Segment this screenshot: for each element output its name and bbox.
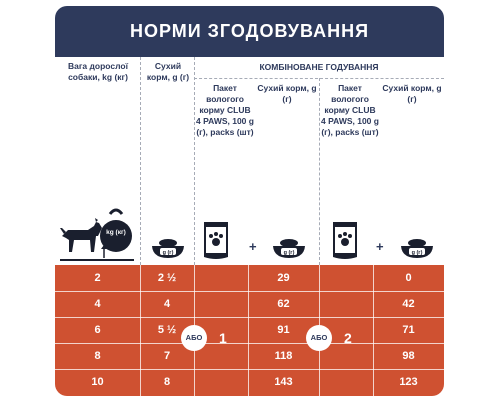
pouch-icon (204, 222, 228, 259)
cell-combo2-dry: 42 (402, 298, 415, 310)
feeding-table-card: НОРМИ ЗГОДОВУВАННЯ Вага дорослої собаки,… (55, 6, 444, 396)
pack-count-2: 2 (344, 330, 352, 346)
header-weight: Вага дорослої собаки, kg (кг) (68, 61, 128, 82)
cell-weight: 8 (94, 350, 101, 362)
header-dry: Сухий корм, g (г) (146, 61, 190, 82)
divider (194, 57, 195, 265)
header-wet-pack-2: Пакет вологого корму CLUB 4 PAWS, 100 g … (321, 83, 379, 137)
row-divider (55, 369, 444, 370)
cell-combo1-dry: 29 (277, 272, 290, 284)
header-combined: КОМБІНОВАНЕ ГОДУВАННЯ (259, 62, 379, 72)
title-bar (55, 6, 444, 57)
or-badge: АБО (306, 325, 332, 351)
cell-combo1-dry: 143 (274, 376, 293, 388)
cell-combo2-dry: 0 (405, 272, 412, 284)
header-dry-1: Сухий корм, g (г) (257, 83, 317, 104)
bowl-label: g (г) (284, 250, 295, 256)
column-divider (373, 265, 374, 396)
dog-kettlebell-icon: kg (кг) (60, 208, 134, 261)
cell-weight: 4 (94, 298, 101, 310)
cell-combo2-dry: 123 (399, 376, 418, 388)
header-wet-pack-1: Пакет вологого корму CLUB 4 PAWS, 100 g … (196, 83, 254, 137)
bowl-icon: g (г) (273, 239, 305, 258)
pouch-icon (333, 222, 357, 259)
kettlebell-label: kg (кг) (106, 229, 126, 236)
header-dry-2: Сухий корм, g (г) (382, 83, 442, 104)
cell-dry: 4 (163, 298, 171, 310)
cell-dry: 5 ½ (157, 324, 177, 336)
cell-dry: 2 ½ (157, 272, 177, 284)
page-title: НОРМИ ЗГОДОВУВАННЯ (129, 21, 370, 41)
cell-combo2-dry: 71 (402, 324, 415, 336)
row-divider (55, 291, 444, 292)
column-divider (140, 265, 141, 396)
bowl-icon: g (г) (401, 239, 433, 258)
plus-icon: + (376, 239, 384, 254)
cell-combo1-dry: 62 (277, 298, 290, 310)
column-divider (248, 265, 249, 396)
plus-icon: + (249, 239, 257, 254)
pack-count-1: 1 (219, 330, 227, 346)
row-divider (55, 317, 444, 318)
bowl-label: g (г) (412, 250, 423, 256)
cell-weight: 6 (94, 324, 101, 336)
divider (140, 57, 141, 265)
cell-dry: 7 (163, 350, 171, 362)
cell-weight: 10 (91, 376, 104, 388)
cell-combo1-dry: 91 (277, 324, 290, 336)
data-table: 2 2 ½ 29 0 4 4 62 42 6 5 ½ 91 71 8 7 118… (55, 265, 444, 396)
cell-combo2-dry: 98 (402, 350, 415, 362)
bowl-label: g (г) (163, 250, 174, 256)
cell-dry: 8 (163, 376, 171, 388)
or-badge: АБО (181, 325, 207, 351)
divider (319, 78, 320, 265)
cell-combo1-dry: 118 (274, 350, 293, 362)
bowl-icon: g (г) (152, 239, 184, 258)
row-divider (55, 343, 444, 344)
cell-weight: 2 (94, 272, 101, 284)
divider (194, 78, 444, 79)
